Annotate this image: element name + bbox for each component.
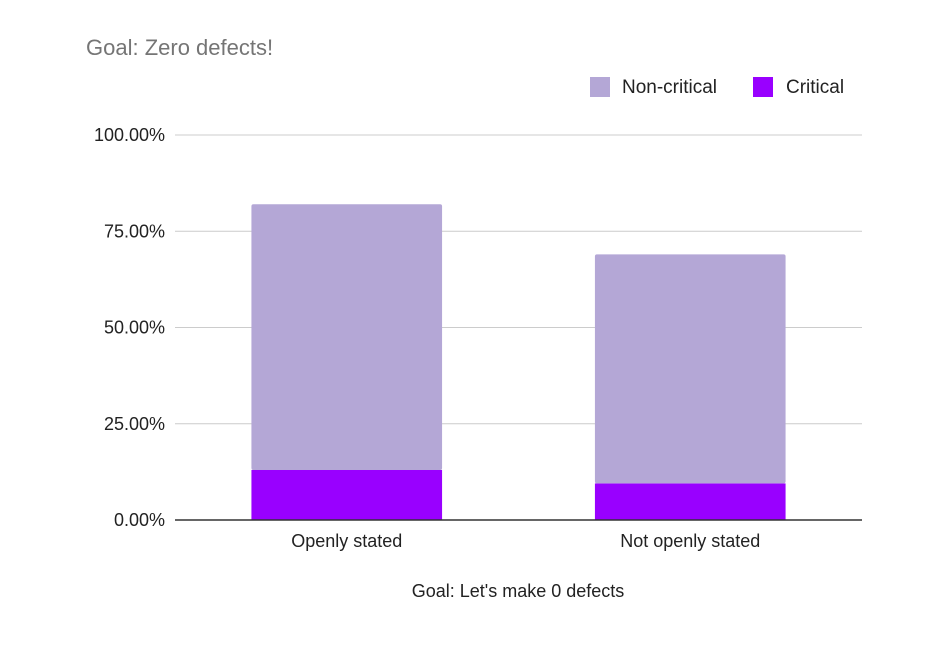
x-axis-title: Goal: Let's make 0 defects xyxy=(412,581,625,601)
y-tick-label: 100.00% xyxy=(94,125,165,145)
bar-non-critical xyxy=(251,204,443,470)
x-category-label: Not openly stated xyxy=(620,531,760,551)
legend-label-non-critical: Non-critical xyxy=(622,77,717,98)
chart-legend: Non-critical Critical xyxy=(590,77,844,98)
bar-critical xyxy=(251,469,443,520)
legend-swatch-critical xyxy=(753,77,773,97)
x-category-label: Openly stated xyxy=(291,531,402,551)
y-tick-label: 0.00% xyxy=(114,510,165,530)
y-tick-label: 75.00% xyxy=(104,221,165,241)
y-tick-label: 50.00% xyxy=(104,318,165,338)
bar-non-critical xyxy=(594,254,786,484)
y-axis-tick-labels: 0.00% 25.00% 50.00% 75.00% 100.00% xyxy=(94,125,165,530)
chart-title: Goal: Zero defects! xyxy=(86,35,273,60)
y-tick-label: 25.00% xyxy=(104,414,165,434)
legend-swatch-non-critical xyxy=(590,77,610,97)
x-axis-category-labels: Openly stated Not openly stated xyxy=(291,531,760,551)
legend-label-critical: Critical xyxy=(786,77,844,98)
bar-critical xyxy=(594,483,786,520)
bars xyxy=(251,204,786,520)
